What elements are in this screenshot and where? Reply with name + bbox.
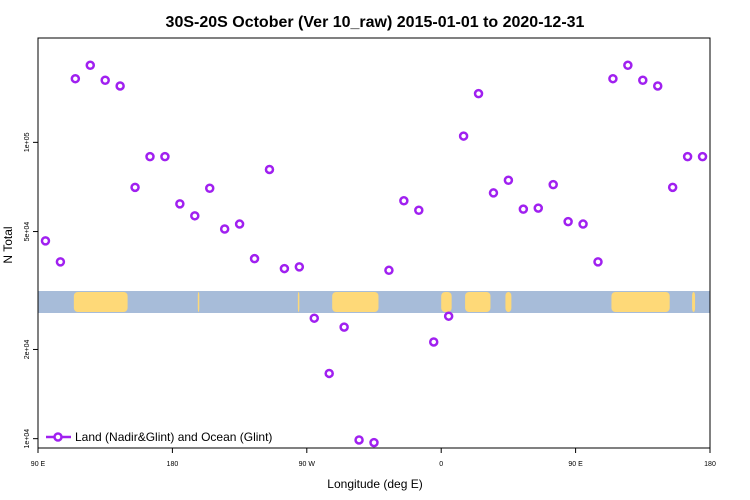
- x-tick-label: 180: [704, 461, 716, 468]
- land-segment: [73, 292, 128, 312]
- land-segment: [332, 292, 379, 312]
- data-point: [279, 263, 290, 274]
- legend-label: Land (Nadir&Glint) and Ocean (Glint): [75, 430, 272, 444]
- data-point: [130, 182, 140, 193]
- data-point: [55, 257, 66, 267]
- data-point: [160, 151, 170, 162]
- y-axis-title: N Total: [1, 226, 15, 263]
- data-point: [384, 265, 394, 276]
- data-point: [249, 253, 260, 264]
- land-segment: [197, 292, 200, 312]
- data-point: [219, 224, 230, 234]
- map-strip: [38, 291, 710, 313]
- x-tick-label: 0: [439, 461, 443, 468]
- data-point: [548, 179, 558, 190]
- data-point: [518, 204, 529, 214]
- data-point: [399, 196, 409, 206]
- plot-frame: [37, 37, 711, 449]
- data-point: [667, 182, 678, 193]
- data-point: [578, 219, 588, 229]
- land-segment: [611, 292, 670, 312]
- land-segment: [692, 292, 696, 312]
- data-point: [339, 322, 349, 332]
- land-segment: [441, 292, 452, 312]
- data-point: [503, 175, 514, 185]
- y-tick-label: 1e+05: [24, 132, 31, 152]
- land-segment: [465, 292, 491, 312]
- data-point: [652, 81, 663, 91]
- data-point: [638, 75, 648, 86]
- data-point: [428, 337, 439, 347]
- data-point: [204, 183, 215, 194]
- data-point: [682, 151, 693, 162]
- data-point: [40, 236, 51, 246]
- data-point: [488, 188, 499, 198]
- data-point: [115, 81, 125, 91]
- data-point: [190, 211, 200, 221]
- x-tick-label: 90 W: [299, 461, 316, 468]
- data-point: [533, 203, 544, 213]
- data-point: [234, 219, 245, 229]
- y-tick-label: 5e+04: [24, 222, 31, 242]
- data-point: [593, 257, 603, 267]
- data-points: [40, 60, 708, 448]
- y-tick-label: 2e+04: [24, 340, 31, 360]
- data-point: [309, 313, 320, 323]
- data-point: [443, 311, 454, 321]
- data-point: [354, 435, 364, 445]
- data-point: [85, 60, 96, 71]
- y-tick-label: 1e+04: [24, 429, 31, 449]
- y-axis: 1e+04 2e+04 5e+04 1e+05: [24, 132, 38, 448]
- data-point: [414, 205, 424, 216]
- x-tick-label: 180: [167, 461, 179, 468]
- data-point: [100, 75, 110, 86]
- legend-marker-swatch: [53, 432, 63, 442]
- land-segment: [297, 292, 300, 312]
- x-axis: 90 E 180 90 W 0 90 E 180: [31, 448, 716, 468]
- data-point: [294, 262, 305, 272]
- data-point: [324, 368, 334, 379]
- data-point: [145, 151, 155, 162]
- land-segment: [505, 292, 512, 312]
- data-point: [608, 73, 618, 84]
- data-point: [175, 199, 185, 209]
- data-point: [473, 88, 484, 99]
- data-point: [70, 73, 81, 84]
- data-point: [563, 216, 573, 227]
- chart-title: 30S-20S October (Ver 10_raw) 2015-01-01 …: [166, 14, 585, 31]
- data-point: [623, 60, 633, 71]
- data-point: [697, 151, 708, 162]
- x-axis-title: Longitude (deg E): [327, 477, 422, 491]
- x-tick-label: 90 E: [568, 461, 583, 468]
- data-point: [458, 131, 469, 141]
- legend: Land (Nadir&Glint) and Ocean (Glint): [46, 430, 272, 444]
- data-point: [369, 437, 379, 448]
- data-point: [264, 164, 275, 175]
- x-tick-label: 90 E: [31, 461, 46, 468]
